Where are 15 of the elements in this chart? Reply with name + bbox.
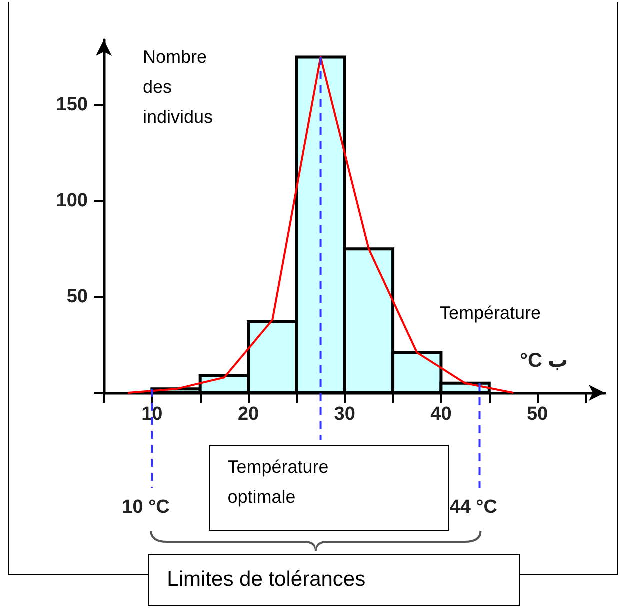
y-axis-title: Nombre des individus [143,46,214,129]
ref-line-label: 44 °C [450,497,498,519]
ref-line-label: Température optimale [208,445,449,531]
ref-line-label: 10 °C [122,497,170,519]
x-tick-label: 40 [430,404,452,425]
annotation: °C ب [520,349,568,373]
x-axis-title: Température [440,303,542,324]
x-tick-label: 50 [526,404,548,425]
x-tick-label: 10 [142,404,163,425]
x-tick-label: 30 [334,404,356,425]
x-tick-label: 20 [238,404,260,425]
y-tick-label: 50 [66,286,88,308]
y-tick-label: 150 [56,94,88,116]
y-tick-label: 100 [56,190,88,212]
text: Limites de tolérances [148,554,520,606]
